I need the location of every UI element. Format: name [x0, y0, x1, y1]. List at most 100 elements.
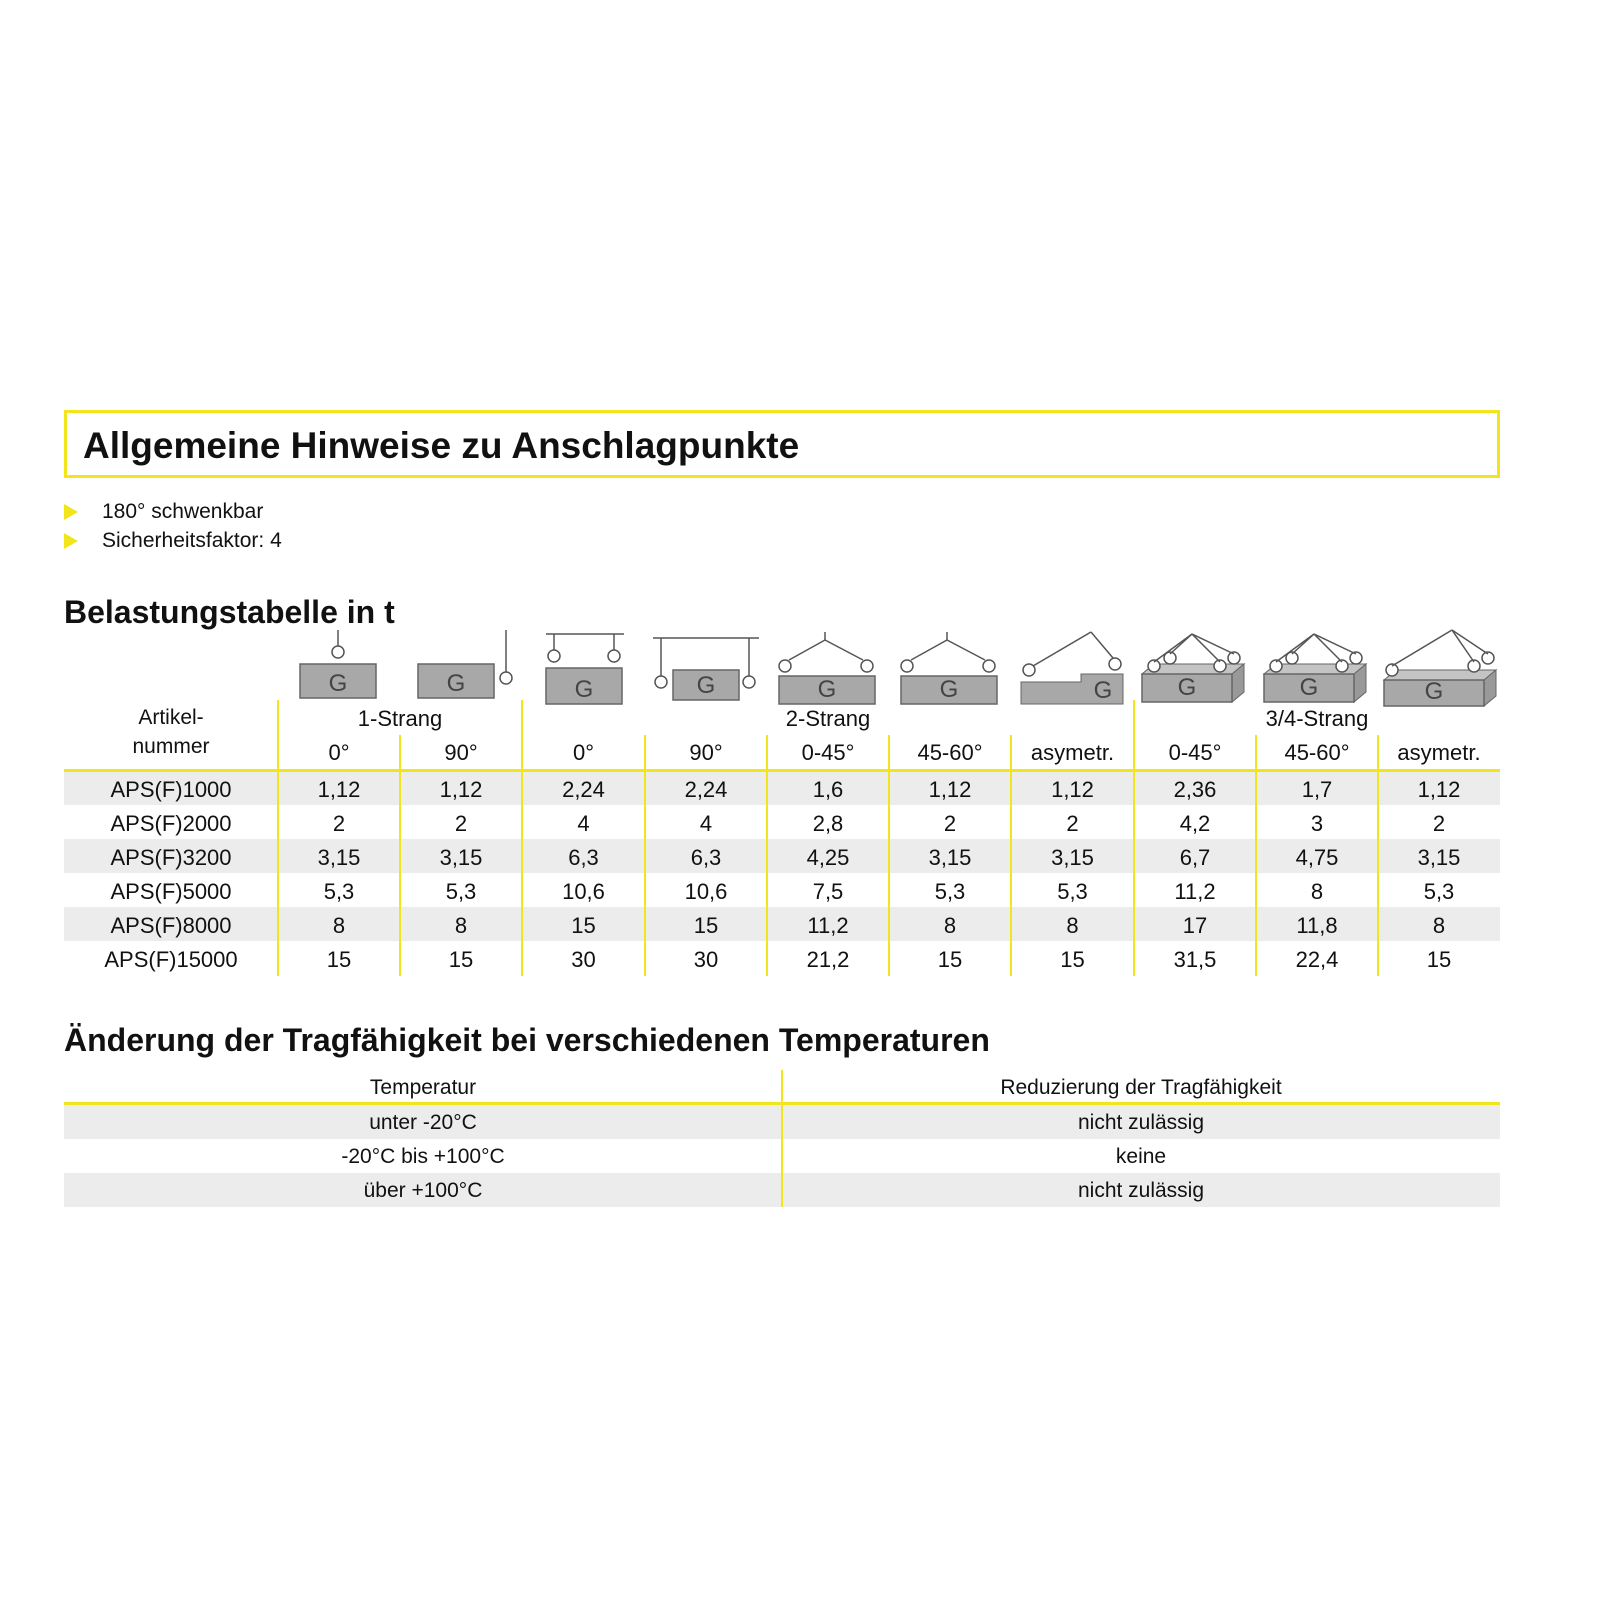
load-value: 3,15 — [1051, 845, 1094, 870]
load-value: 5,3 — [934, 879, 966, 904]
load-value: 2 — [454, 811, 468, 836]
load-value: 7,5 — [812, 879, 844, 904]
temperature: unter -20°C — [369, 1111, 477, 1134]
temp-column-header: Temperatur — [369, 1076, 477, 1099]
load-value: 3,15 — [439, 845, 483, 870]
load-value: 1,12 — [1051, 777, 1094, 802]
column-header: 0-45° — [1168, 740, 1222, 765]
double-beam-side-sling-icon: G — [653, 637, 759, 701]
column-header: 0° — [328, 740, 350, 765]
column-divider — [1377, 735, 1379, 976]
bullet-item: 180° schwenkbar — [64, 500, 263, 524]
column-header: asymetr. — [1030, 740, 1115, 765]
load-table-heading: Belastungstabelle in t — [64, 594, 395, 630]
load-value: 22,4 — [1295, 947, 1339, 972]
column-header: 90° — [689, 740, 723, 765]
load-value: 6,7 — [1179, 845, 1211, 870]
single-vertical-sling-icon: G — [299, 630, 377, 699]
load-value: 1,12 — [439, 777, 483, 802]
load-value: 5,3 — [323, 879, 355, 904]
load-value: 8 — [1066, 913, 1079, 938]
load-value: 4,75 — [1295, 845, 1339, 870]
load-value: 8 — [332, 913, 346, 938]
load-value: 15 — [448, 947, 474, 972]
double-beam-top-sling-icon: G — [545, 633, 624, 705]
load-value: 8 — [1432, 913, 1446, 938]
load-value: 4 — [577, 811, 590, 836]
load-value: 2 — [1432, 811, 1446, 836]
load-value: 1,12 — [317, 777, 361, 802]
bullet-triangle-icon — [64, 504, 78, 520]
load-value: 11,2 — [807, 913, 849, 938]
load-value: 1,12 — [1417, 777, 1461, 802]
load-value: 15 — [937, 947, 963, 972]
group-label: 2-Strang — [785, 706, 871, 731]
load-value: 21,2 — [806, 947, 850, 972]
column-divider — [766, 735, 768, 976]
bullet-item: Sicherheitsfaktor: 4 — [64, 529, 282, 553]
load-value: 4,25 — [806, 845, 850, 870]
double-60-sling-icon: G — [900, 632, 998, 705]
temp-column-header: Reduzierung der Tragfähigkeit — [1000, 1076, 1282, 1099]
column-header: asymetr. — [1397, 740, 1481, 765]
column-divider — [1010, 735, 1012, 976]
page-title: Allgemeine Hinweise zu Anschlagpunkte — [83, 425, 800, 466]
load-value: 3 — [1310, 811, 1324, 836]
article-number: APS(F)8000 — [110, 913, 232, 938]
capacity-reduction: nicht zulässig — [1077, 1179, 1205, 1202]
load-value: 6,3 — [568, 845, 599, 870]
load-value: 15 — [1426, 947, 1452, 972]
group-label: 1-Strang — [357, 706, 443, 731]
load-value: 1,6 — [812, 777, 844, 802]
multi-asym-sling-icon: G — [1382, 629, 1498, 708]
svg-text:G: G — [1094, 677, 1113, 704]
group-divider — [521, 700, 523, 976]
group-divider — [1133, 700, 1135, 976]
load-value: 31,5 — [1173, 947, 1217, 972]
load-value: 4,2 — [1179, 811, 1211, 836]
capacity-reduction: keine — [1115, 1145, 1167, 1168]
table-row — [64, 771, 1500, 805]
load-value: 15 — [571, 913, 596, 938]
svg-text:G: G — [575, 676, 594, 703]
load-value: 11,8 — [1296, 913, 1338, 938]
svg-text:G: G — [1300, 674, 1319, 701]
load-value: 3,15 — [1417, 845, 1461, 870]
title-box: Allgemeine Hinweise zu Anschlagpunkte — [64, 410, 1500, 478]
load-value: 30 — [693, 947, 719, 972]
table-row — [64, 839, 1500, 873]
bullet-text: Sicherheitsfaktor: 4 — [102, 529, 282, 552]
bullet-triangle-icon — [64, 533, 78, 549]
column-divider — [399, 735, 401, 976]
svg-text:G: G — [818, 676, 837, 703]
svg-text:G: G — [940, 676, 959, 703]
article-number: APS(F)1000 — [110, 777, 232, 802]
load-value: 8 — [1310, 879, 1324, 904]
single-side-sling-icon: G — [417, 630, 513, 699]
load-value: 2,24 — [684, 777, 728, 802]
svg-text:G: G — [447, 670, 466, 697]
load-value: 3,15 — [928, 845, 972, 870]
svg-text:G: G — [1425, 678, 1444, 705]
group-label: 3/4-Strang — [1265, 706, 1369, 731]
load-value: 2,24 — [562, 777, 605, 802]
load-value: 5,3 — [1057, 879, 1088, 904]
load-value: 8 — [943, 913, 957, 938]
load-value: 6,3 — [690, 845, 722, 870]
column-divider — [1255, 735, 1257, 976]
load-value: 15 — [326, 947, 352, 972]
multi-60-sling-icon: G — [1262, 633, 1368, 704]
temperature: -20°C bis +100°C — [341, 1145, 505, 1168]
article-number: APS(F)15000 — [104, 947, 238, 972]
article-header: Artikel- — [138, 706, 204, 729]
column-divider — [781, 1070, 783, 1207]
article-number: APS(F)5000 — [110, 879, 232, 904]
load-value: 15 — [693, 913, 719, 938]
load-value: 10,6 — [562, 879, 605, 904]
column-header: 45-60° — [917, 740, 983, 765]
load-value: 2 — [1066, 811, 1079, 836]
load-value: 2 — [332, 811, 346, 836]
double-asym-sling-icon: G — [1020, 631, 1124, 705]
load-value: 2,36 — [1173, 777, 1217, 802]
double-45-sling-icon: G — [778, 632, 876, 705]
